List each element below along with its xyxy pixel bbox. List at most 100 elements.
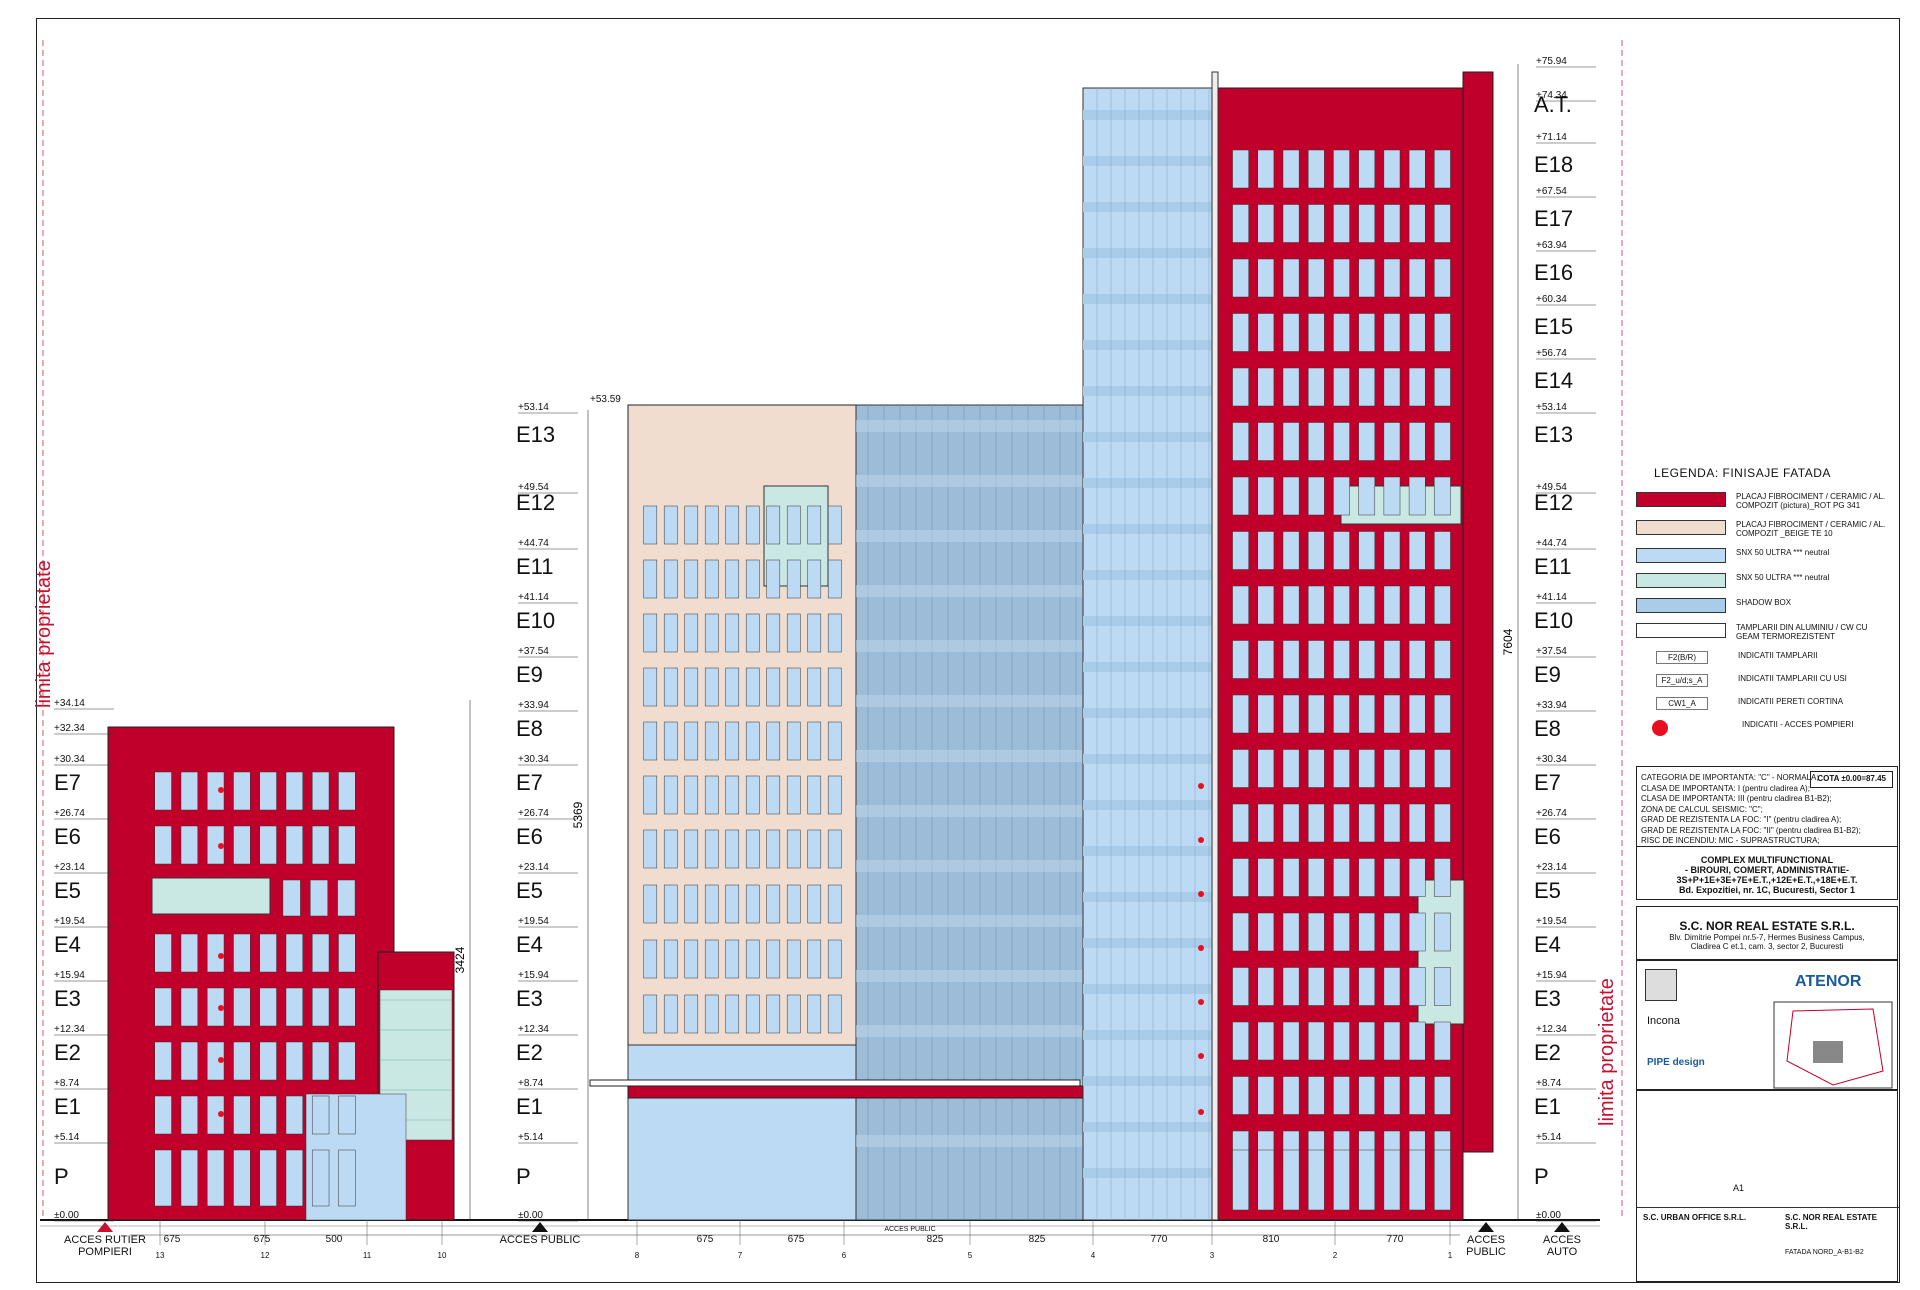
window (1307, 858, 1325, 897)
legend-item: PLACAJ FIBROCIMENT / CERAMIC / AL. COMPO… (1636, 492, 1898, 510)
atenor-logo: ATENOR (1795, 973, 1862, 990)
fire-access-dot (218, 1057, 224, 1063)
window (1434, 803, 1451, 843)
tower-glass-band (1083, 1122, 1213, 1132)
right-level-label: A.T. (1534, 92, 1572, 117)
access-rutier-line2: POMPIERI (78, 1246, 132, 1258)
window (1408, 1021, 1426, 1061)
right-level-label: E11 (1534, 554, 1572, 579)
window (1383, 803, 1401, 843)
window (745, 559, 760, 599)
mid-level-label: E9 (516, 662, 543, 687)
window (338, 1095, 356, 1135)
window (1434, 476, 1451, 516)
window (1408, 749, 1426, 788)
window (1408, 1149, 1426, 1211)
window (1434, 858, 1451, 897)
legend-swatch (1636, 492, 1726, 507)
window (1282, 1149, 1300, 1211)
tower-glass-band (1083, 110, 1213, 120)
window (643, 505, 658, 545)
property-limit-label-left: limita proprietate (33, 560, 55, 708)
window (1333, 1149, 1350, 1211)
window (1383, 912, 1401, 952)
window (1383, 1076, 1401, 1115)
axis-label: 2 (1333, 1251, 1338, 1260)
tower-glass-band (1083, 984, 1213, 994)
tower-glass-band (1083, 892, 1213, 902)
window (154, 987, 172, 1027)
right-elev-label: +12.34 (1536, 1024, 1567, 1035)
axis-label: 10 (438, 1251, 447, 1260)
mid-elev-label: +19.54 (518, 916, 549, 927)
legend-text: TAMPLARII DIN ALUMINIU / CW CU GEAM TERM… (1736, 623, 1868, 641)
mid-elev-label: +5.14 (518, 1132, 544, 1143)
window (1358, 204, 1376, 243)
window (1358, 694, 1376, 734)
fire-access-dot (1198, 945, 1204, 951)
access-auto-line1: ACCES (1543, 1234, 1581, 1246)
window (1434, 912, 1451, 952)
window (206, 1149, 225, 1207)
window (1333, 912, 1350, 952)
window (233, 933, 251, 973)
window (1383, 313, 1401, 352)
window (1358, 531, 1376, 570)
shadowbox-band (856, 530, 1086, 542)
fire-access-dot (1198, 891, 1204, 897)
legend-text: SNX 50 ULTRA *** neutral (1736, 573, 1830, 582)
window (1408, 204, 1426, 243)
window (684, 829, 699, 869)
window (1383, 640, 1401, 679)
window (1333, 476, 1350, 516)
mid-level-label: E13 (516, 422, 555, 447)
window (311, 1095, 330, 1135)
left-elev-label: +30.34 (54, 754, 85, 765)
window (259, 1041, 277, 1081)
window (1408, 1076, 1426, 1115)
window (1232, 694, 1249, 734)
window (1358, 313, 1376, 352)
window (1307, 1076, 1325, 1115)
left-level-label: E3 (54, 986, 81, 1011)
right-elev-label: +33.94 (1536, 700, 1567, 711)
window (311, 1041, 330, 1081)
window (786, 775, 801, 815)
window (1282, 803, 1300, 843)
window (1434, 749, 1451, 788)
window (1282, 476, 1300, 516)
mid-level-label: E5 (516, 878, 543, 903)
window (1232, 749, 1249, 788)
window (766, 505, 781, 545)
window (725, 613, 740, 653)
window (1232, 1149, 1249, 1211)
window (663, 994, 678, 1034)
window (1383, 585, 1401, 625)
window (684, 775, 699, 815)
window (1383, 858, 1401, 897)
window (338, 987, 356, 1027)
left-elev-label: +34.14 (54, 698, 85, 709)
right-elev-label: +49.54 (1536, 482, 1567, 493)
window (233, 1041, 251, 1081)
window (1333, 422, 1350, 461)
right-elev-label: +23.14 (1536, 862, 1567, 873)
window (1282, 531, 1300, 570)
window (786, 884, 801, 924)
left-level-label: E6 (54, 824, 81, 849)
tower-glass-band (1083, 1076, 1213, 1086)
mid-level-label: E8 (516, 716, 543, 741)
mid-elev-label: +26.74 (518, 808, 549, 819)
project-line: Bd. Expozitiei, nr. 1C, Bucuresti, Secto… (1678, 885, 1856, 895)
window (643, 559, 658, 599)
window (1307, 313, 1325, 352)
window (1232, 313, 1249, 352)
window (807, 505, 822, 545)
window (1307, 967, 1325, 1006)
window (1383, 258, 1401, 298)
left-level-label: E7 (54, 770, 81, 795)
window (1408, 476, 1426, 516)
window (1257, 204, 1275, 243)
window (1358, 640, 1376, 679)
window (745, 994, 760, 1034)
